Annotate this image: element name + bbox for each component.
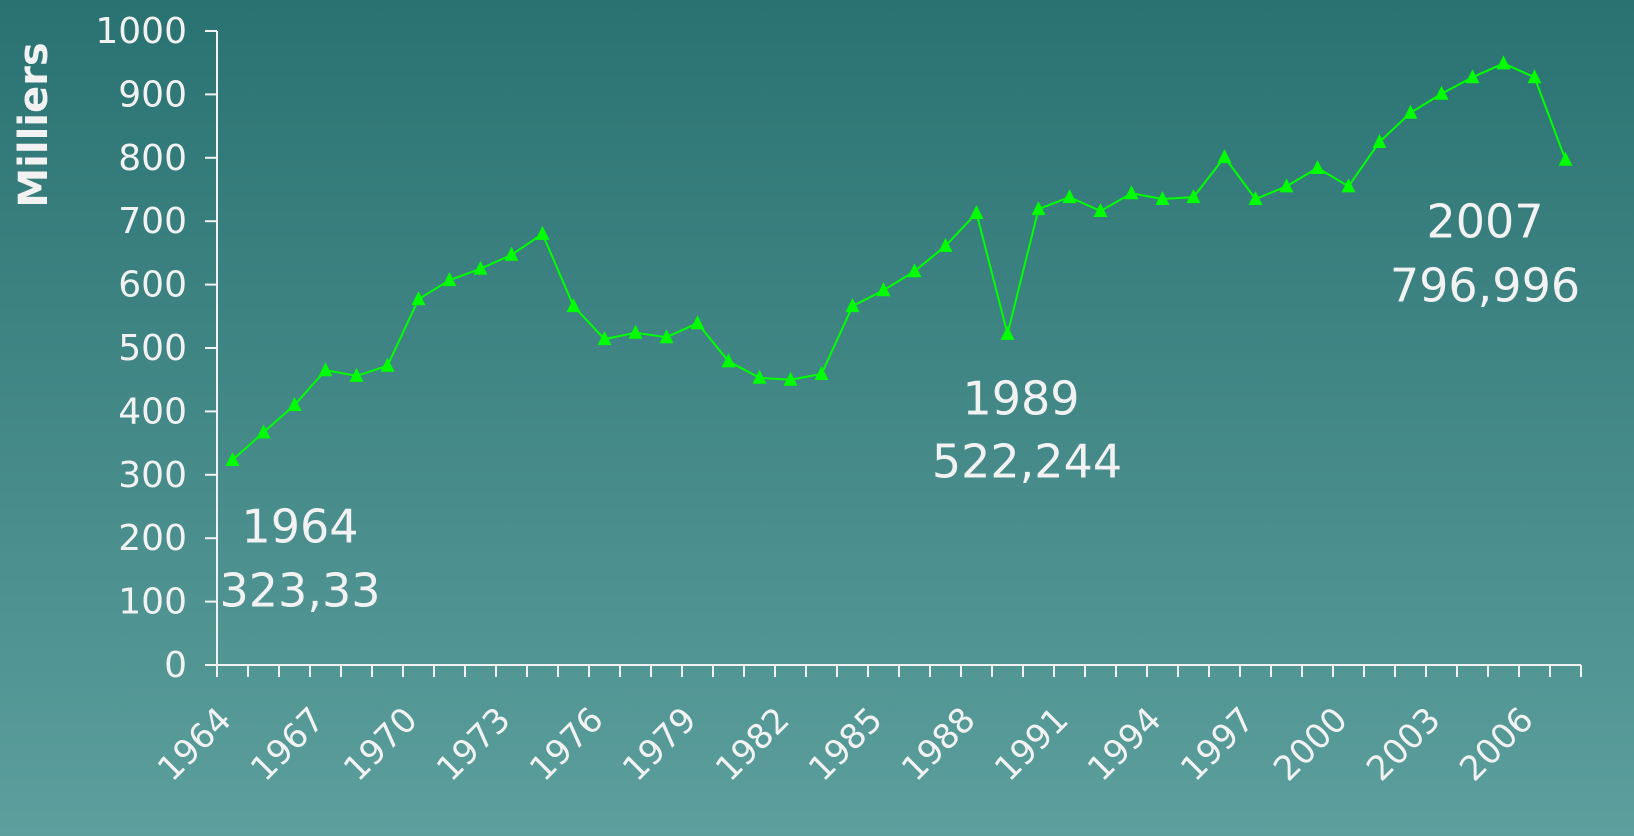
data-point [876, 282, 891, 297]
y-tick-label: 700 [118, 201, 187, 242]
data-point [1279, 178, 1294, 193]
data-point [1496, 55, 1511, 70]
data-point [1403, 104, 1418, 119]
data-point [504, 246, 519, 261]
y-tick-label: 100 [118, 582, 187, 623]
data-point [349, 367, 364, 382]
data-point [721, 353, 736, 368]
data-point [1434, 85, 1449, 100]
data-point [1124, 185, 1139, 200]
data-point [752, 369, 767, 384]
annotation-label: 1964 [241, 500, 358, 554]
data-point [1527, 69, 1542, 84]
data-point [597, 331, 612, 346]
data-point [1000, 325, 1015, 340]
y-tick-label: 1000 [95, 11, 187, 52]
data-point [659, 329, 674, 344]
y-tick-label: 800 [118, 138, 187, 179]
data-point [628, 324, 643, 339]
data-line [231, 62, 1567, 461]
data-point [814, 365, 829, 380]
data-point [690, 315, 705, 330]
y-tick-label: 300 [118, 455, 187, 496]
data-point [1031, 201, 1046, 216]
data-point [1341, 178, 1356, 193]
annotation-value: 796,996 [1390, 259, 1580, 313]
data-point [287, 397, 302, 412]
data-point [256, 424, 271, 439]
y-tick-label: 900 [118, 74, 187, 115]
y-tick-label: 400 [118, 391, 187, 432]
data-point [969, 204, 984, 219]
annotation-value: 522,244 [932, 435, 1122, 489]
annotation-label: 2007 [1426, 195, 1543, 249]
data-point [783, 371, 798, 386]
annotation-value: 323,33 [220, 564, 381, 618]
data-point [1310, 159, 1325, 174]
data-point [1186, 189, 1201, 204]
data-point [845, 298, 860, 313]
data-point [380, 357, 395, 372]
data-point [442, 272, 457, 287]
data-point [535, 225, 550, 240]
data-point [1465, 69, 1480, 84]
data-point [1093, 203, 1108, 218]
data-point [411, 291, 426, 306]
data-point [1372, 133, 1387, 148]
data-point [473, 260, 488, 275]
data-point [1558, 151, 1573, 166]
data-point [1062, 189, 1077, 204]
data-point [566, 298, 581, 313]
y-axis-label: Milliers [11, 42, 57, 207]
data-point [1248, 191, 1263, 206]
data-point [1217, 149, 1232, 164]
y-tick-label: 500 [118, 328, 187, 369]
data-point [318, 362, 333, 377]
data-point [1155, 191, 1170, 206]
annotation-label: 1989 [962, 372, 1079, 426]
y-tick-label: 0 [164, 645, 187, 686]
data-point [938, 237, 953, 252]
y-tick-label: 200 [118, 518, 187, 559]
data-point [225, 452, 240, 467]
data-point [907, 263, 922, 278]
y-tick-label: 600 [118, 265, 187, 306]
